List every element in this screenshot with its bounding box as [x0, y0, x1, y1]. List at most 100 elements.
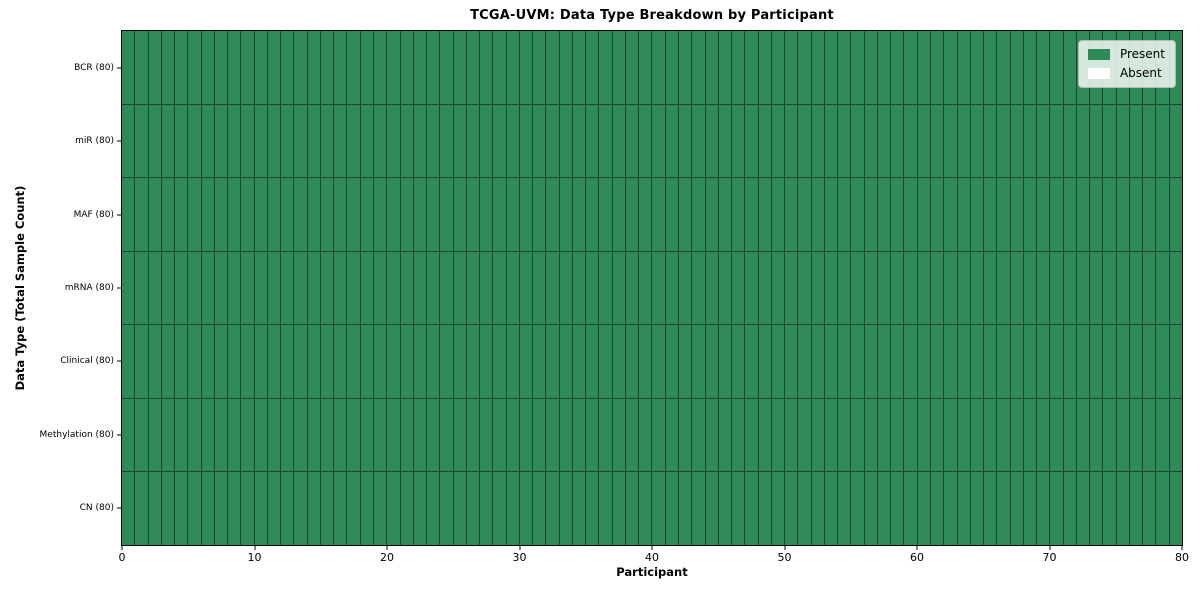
heatmap-cell [851, 104, 864, 178]
heatmap-cell [267, 472, 281, 545]
heatmap-cell [307, 178, 320, 251]
heatmap-cell [785, 472, 798, 545]
y-tick-mark [116, 67, 121, 69]
heatmap-cell [1116, 325, 1129, 398]
heatmap-cell [201, 251, 214, 325]
heatmap-cell [917, 178, 930, 251]
heatmap-cell [122, 104, 135, 178]
heatmap-cell [122, 398, 135, 472]
heatmap-cell [705, 178, 718, 251]
heatmap-cell [572, 31, 586, 104]
x-tick-label: 0 [118, 551, 126, 564]
heatmap-cell [798, 472, 811, 545]
heatmap-cell [427, 325, 440, 398]
heatmap-cell [864, 31, 877, 104]
heatmap-cell [347, 325, 360, 398]
heatmap-cell [652, 31, 665, 104]
x-tick-label: 30 [512, 551, 527, 564]
heatmap-cell [559, 398, 572, 472]
heatmap-cell [267, 251, 281, 325]
heatmap-cell [599, 398, 612, 472]
heatmap-cell [466, 251, 480, 325]
heatmap-cell [201, 398, 214, 472]
heatmap-cell [493, 251, 506, 325]
heatmap-cell [387, 104, 400, 178]
heatmap-cell [811, 472, 824, 545]
heatmap-cell [877, 325, 891, 398]
heatmap-cell [864, 398, 877, 472]
heatmap-cell [732, 31, 745, 104]
y-tick-label: CN (80) [79, 503, 114, 514]
heatmap-cell [612, 325, 625, 398]
heatmap-cell [771, 104, 785, 178]
heatmap-cell [970, 104, 984, 178]
heatmap-cell [307, 325, 320, 398]
heatmap-cell [148, 178, 161, 251]
heatmap-cell [1169, 472, 1182, 545]
heatmap-cell [519, 398, 533, 472]
heatmap-cell [320, 104, 334, 178]
heatmap-cell [1076, 325, 1090, 398]
heatmap-cell [639, 472, 652, 545]
heatmap-cell [214, 398, 228, 472]
heatmap-cell [931, 472, 944, 545]
heatmap-cell [599, 31, 612, 104]
heatmap-cell [1063, 31, 1076, 104]
heatmap-cell [175, 31, 188, 104]
heatmap-cell [387, 31, 400, 104]
heatmap-cell [652, 325, 665, 398]
heatmap-cell [931, 104, 944, 178]
heatmap-cell [771, 325, 785, 398]
heatmap-cell [1143, 325, 1156, 398]
y-tick-mark [116, 507, 121, 509]
heatmap-cell [440, 104, 453, 178]
heatmap-cell [838, 325, 851, 398]
heatmap-cell [175, 104, 188, 178]
heatmap-cell [904, 31, 917, 104]
heatmap-cell [1063, 178, 1076, 251]
heatmap-cell [745, 31, 758, 104]
heatmap-cell [175, 178, 188, 251]
heatmap-cell [970, 31, 984, 104]
heatmap-cell [281, 398, 294, 472]
heatmap-cell [387, 178, 400, 251]
heatmap-cell [639, 31, 652, 104]
heatmap-cell [1063, 472, 1076, 545]
heatmap-cell [175, 398, 188, 472]
heatmap-cell [413, 178, 427, 251]
heatmap-cell [480, 104, 493, 178]
heatmap-cell [917, 31, 930, 104]
heatmap-cell [1090, 398, 1103, 472]
y-tick-mark [116, 287, 121, 289]
heatmap-cell [466, 104, 480, 178]
heatmap-cell [612, 178, 625, 251]
heatmap-cell [785, 251, 798, 325]
y-tick-label: Clinical (80) [60, 356, 114, 367]
heatmap-cell [228, 31, 241, 104]
heatmap-cell [745, 178, 758, 251]
heatmap-cell [851, 31, 864, 104]
heatmap-cell [1143, 398, 1156, 472]
heatmap-cell [1050, 31, 1063, 104]
heatmap-cell [798, 398, 811, 472]
heatmap-cell [904, 472, 917, 545]
heatmap-cell [1169, 104, 1182, 178]
heatmap-cell [984, 325, 997, 398]
heatmap-cell [1116, 398, 1129, 472]
heatmap-cell [572, 251, 586, 325]
heatmap-cell [533, 31, 546, 104]
heatmap-cell [480, 472, 493, 545]
heatmap-cell [639, 178, 652, 251]
heatmap-cell [307, 104, 320, 178]
heatmap-cell [347, 104, 360, 178]
heatmap-cell [546, 104, 559, 178]
heatmap-cell [320, 472, 334, 545]
heatmap-cell [254, 398, 267, 472]
x-tick-mark [916, 546, 918, 550]
heatmap-cell [1103, 251, 1116, 325]
heatmap-cell [1169, 178, 1182, 251]
heatmap-cell [201, 325, 214, 398]
heatmap-cell [493, 472, 506, 545]
heatmap-cell [228, 251, 241, 325]
heatmap-cell [1169, 251, 1182, 325]
